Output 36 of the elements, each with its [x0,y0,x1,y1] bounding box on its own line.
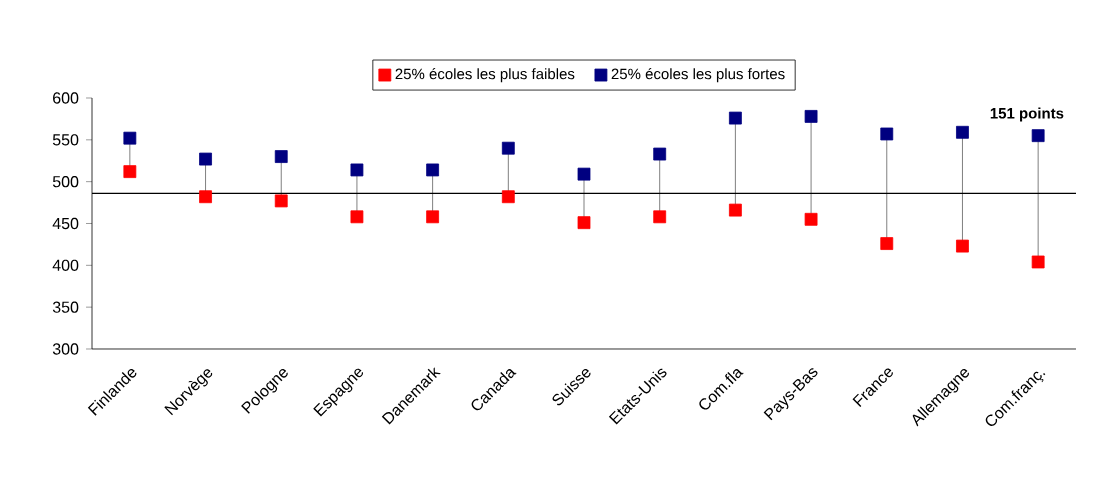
point [199,152,212,166]
y-tick-label: 350 [52,301,79,313]
point [426,163,440,177]
point [577,216,591,230]
point [880,127,894,141]
point [350,163,364,177]
point [274,150,288,163]
point [804,212,818,226]
y-tick-label: 600 [53,92,79,104]
point [1031,255,1045,269]
y-tick-label: 400 [52,259,79,271]
legend-label: 25% écoles les plus fortes [611,68,785,83]
point [804,110,818,123]
y-tick-label: 300 [52,343,79,355]
point [728,203,742,217]
point [577,167,591,181]
y-tick-label: 450 [52,217,79,230]
point [956,239,969,253]
point [501,190,515,204]
point [199,190,212,204]
point [123,131,137,145]
point [956,125,969,139]
point [728,111,742,125]
point [880,237,894,250]
point [123,165,137,179]
point [274,194,288,208]
point [1031,129,1045,143]
legend-label: 25% écoles les plus faibles [395,68,575,83]
y-tick-label: 550 [52,134,79,146]
y-tick-label: 500 [52,176,79,188]
point [653,147,667,161]
point [653,210,667,224]
point [426,210,440,224]
annotation: 151 points [990,107,1064,122]
point [350,210,364,224]
point [501,141,515,155]
